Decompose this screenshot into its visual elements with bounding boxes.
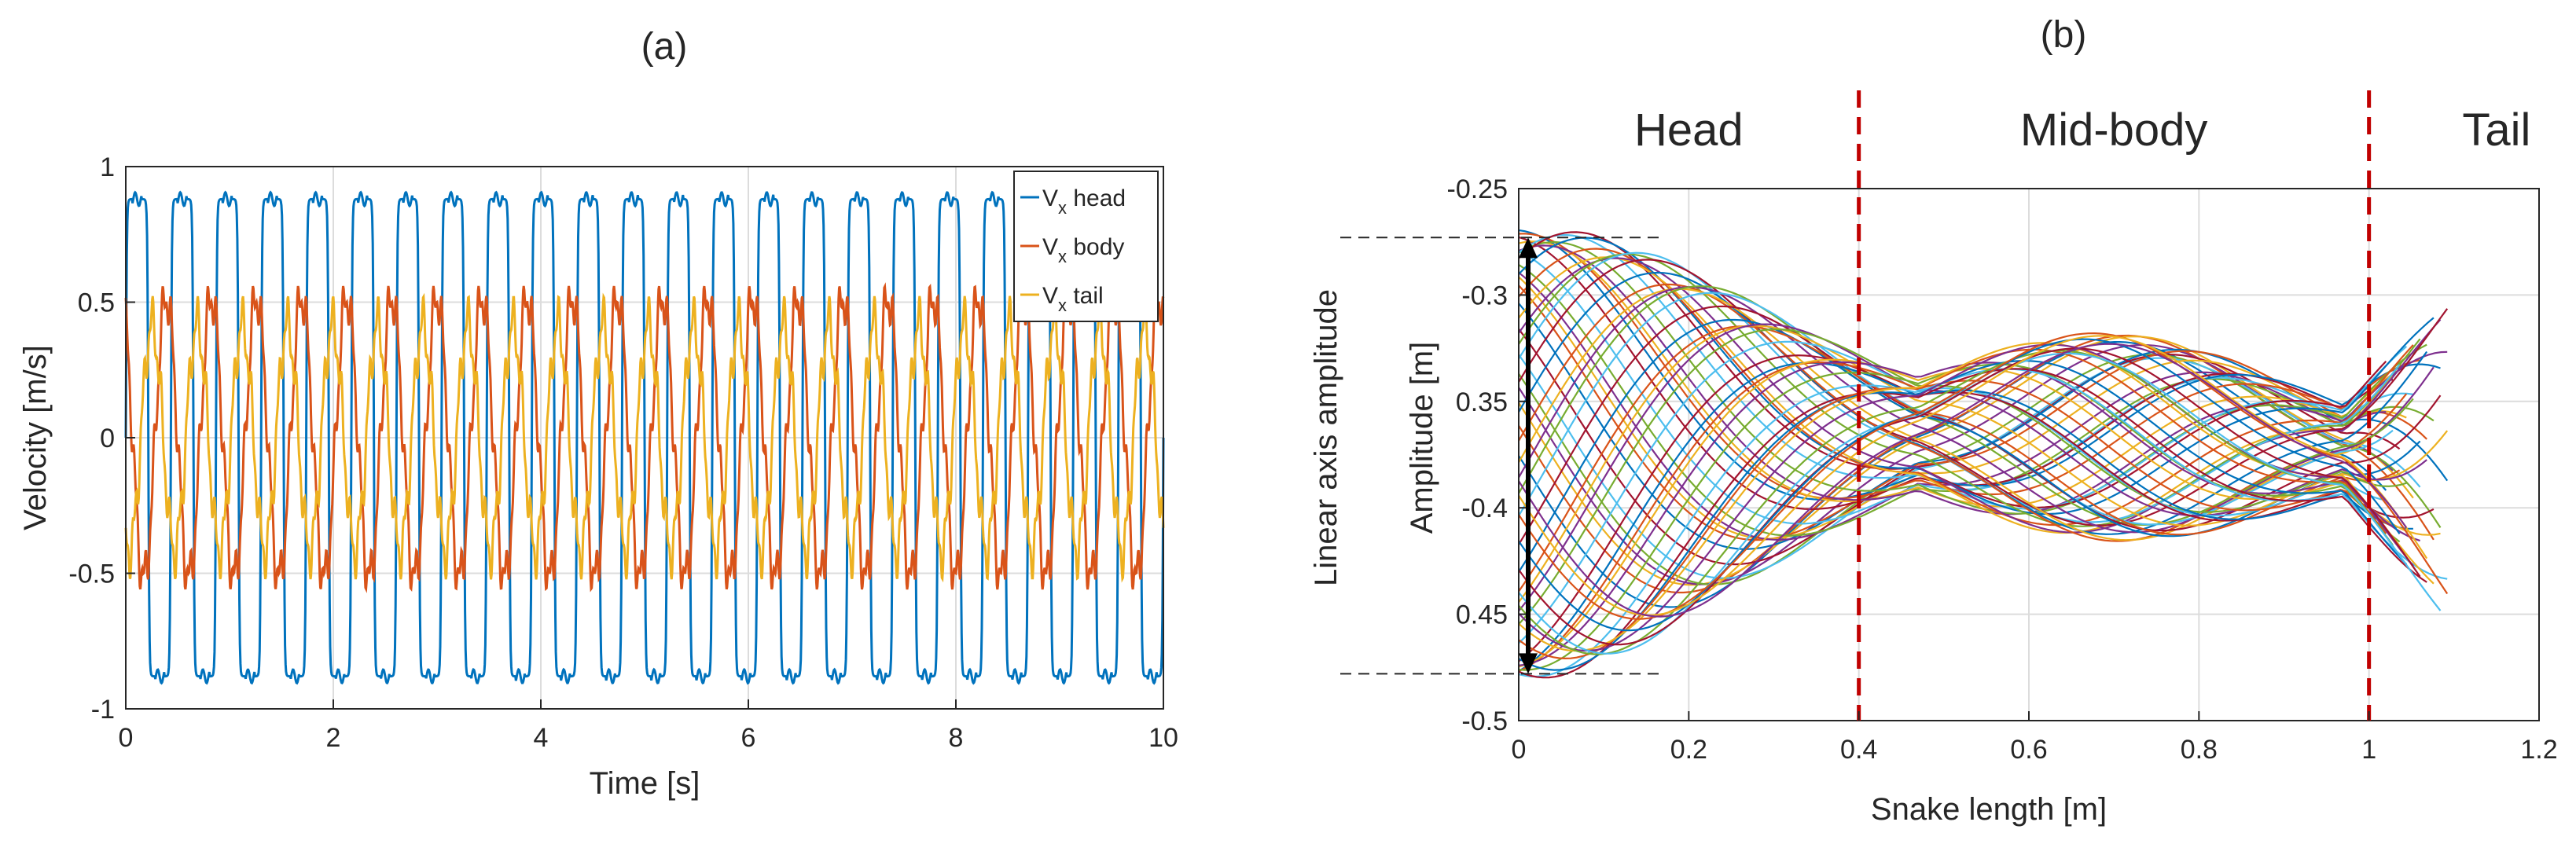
snake-curve-29 — [1518, 283, 2408, 542]
snake-curve-50 — [1518, 348, 2387, 660]
plot-a-series — [124, 190, 1165, 685]
legend-label-tail: Vx tail — [1042, 283, 1104, 315]
plot-a-ytick-label: -1 — [91, 695, 115, 725]
amplitude-annotation — [1340, 237, 1663, 675]
snake-curve-49 — [1518, 360, 2408, 671]
plot-b-xtick-label: 0.2 — [1670, 735, 1707, 765]
region-labels: Head Mid-body Tail — [1634, 105, 2530, 156]
snake-curve-32 — [1518, 285, 2414, 527]
plot-b-xtick-label: 0.6 — [2010, 735, 2047, 765]
plot-b-xlabel: Snake length [m] — [1871, 792, 2107, 827]
plot-a-ytick-label: 1 — [100, 152, 115, 182]
plot-b-curves — [1518, 229, 2449, 679]
plot-b-ytick-label: 0.35 — [1456, 387, 1508, 417]
plot-b-ylabel: Amplitude [m] — [1405, 342, 1439, 534]
region-label-0: Head — [1634, 105, 1744, 156]
amplitude-arrowhead-bottom — [1519, 653, 1538, 674]
plot-a-xtick-label: 4 — [534, 723, 549, 753]
panel-a: (a) 0 2 4 6 8 10 1 0.5 0 -0.5 -1 Time [s] Velocity… — [18, 26, 1178, 801]
snake-curve-2 — [1518, 335, 2414, 586]
plot-a-ytick-label: -0.5 — [68, 560, 115, 589]
snake-curve-58 — [1518, 335, 2428, 616]
plot-b-xtick-label: 1 — [2361, 735, 2376, 765]
plot-b-xtick-label: 0 — [1512, 735, 1527, 765]
snake-curve-23 — [1518, 256, 2394, 534]
plot-a-xlabel: Time [s] — [590, 766, 700, 801]
plot-b-ytick-label: -0.25 — [1447, 174, 1508, 204]
snake-curve-18 — [1518, 240, 2427, 515]
plot-a-xtick-label: 0 — [119, 723, 134, 753]
legend-label-body: Vx body — [1042, 234, 1124, 266]
legend-label-head: Vx head — [1042, 185, 1126, 218]
plot-a-ticks: 0 2 4 6 8 10 1 0.5 0 -0.5 -1 — [68, 152, 1178, 753]
snake-curve-36 — [1518, 325, 2401, 593]
plot-a-legend: Vx head Vx body Vx tail — [1013, 171, 1159, 322]
snake-curve-14 — [1518, 229, 2441, 501]
plot-b-xtick-label: 0.4 — [1840, 735, 1877, 765]
plot-b-ytick-label: -0.3 — [1461, 281, 1508, 310]
snake-curve-22 — [1518, 248, 2414, 527]
snake-curve-48 — [1518, 368, 2427, 679]
plot-a-xtick-label: 10 — [1148, 723, 1178, 753]
panel-b-label: (b) — [2041, 14, 2087, 56]
snake-curve-41 — [1518, 354, 2435, 662]
snake-curve-59 — [1518, 343, 2408, 618]
amplitude-arrowhead-top — [1519, 237, 1538, 259]
plot-a-ylabel: Velocity [m/s] — [18, 345, 53, 530]
plot-a-xtick-label: 2 — [326, 723, 341, 753]
snake-curve-27 — [1518, 259, 2449, 527]
series-line-2 — [124, 292, 1165, 583]
panel-b: (b) 0 0.2 0.4 0.6 0.8 1 1.2 -0.25 -0.3 0.35 -0.4 0.… — [1309, 14, 2558, 827]
plot-b-xtick-label: 1.2 — [2520, 735, 2557, 765]
plot-a-ytick-label: 0 — [100, 424, 115, 453]
linear-axis-amplitude-label: Linear axis amplitude — [1309, 289, 1343, 586]
snake-curve-55 — [1518, 347, 2421, 646]
plot-b-ytick-label: -0.4 — [1461, 494, 1508, 523]
snake-curve-30 — [1518, 288, 2387, 541]
snake-curve-19 — [1518, 233, 2408, 510]
plot-b-ytick-label: 0.45 — [1456, 600, 1508, 630]
plot-b-ticks: 0 0.2 0.4 0.6 0.8 1 1.2 -0.25 -0.3 0.35 -0.4 0.45 -0… — [1447, 174, 2558, 765]
series-line-0 — [124, 190, 1165, 685]
plot-a-xtick-label: 6 — [741, 723, 756, 753]
plot-a-xtick-label: 8 — [949, 723, 964, 753]
region-label-2: Tail — [2462, 105, 2530, 156]
plot-b-ytick-label: -0.5 — [1461, 706, 1508, 736]
series-line-1 — [124, 282, 1165, 593]
panel-a-label: (a) — [641, 26, 688, 68]
plot-b-xtick-label: 0.8 — [2181, 735, 2218, 765]
region-label-1: Mid-body — [2020, 105, 2208, 156]
plot-a-ytick-label: 0.5 — [78, 288, 115, 318]
